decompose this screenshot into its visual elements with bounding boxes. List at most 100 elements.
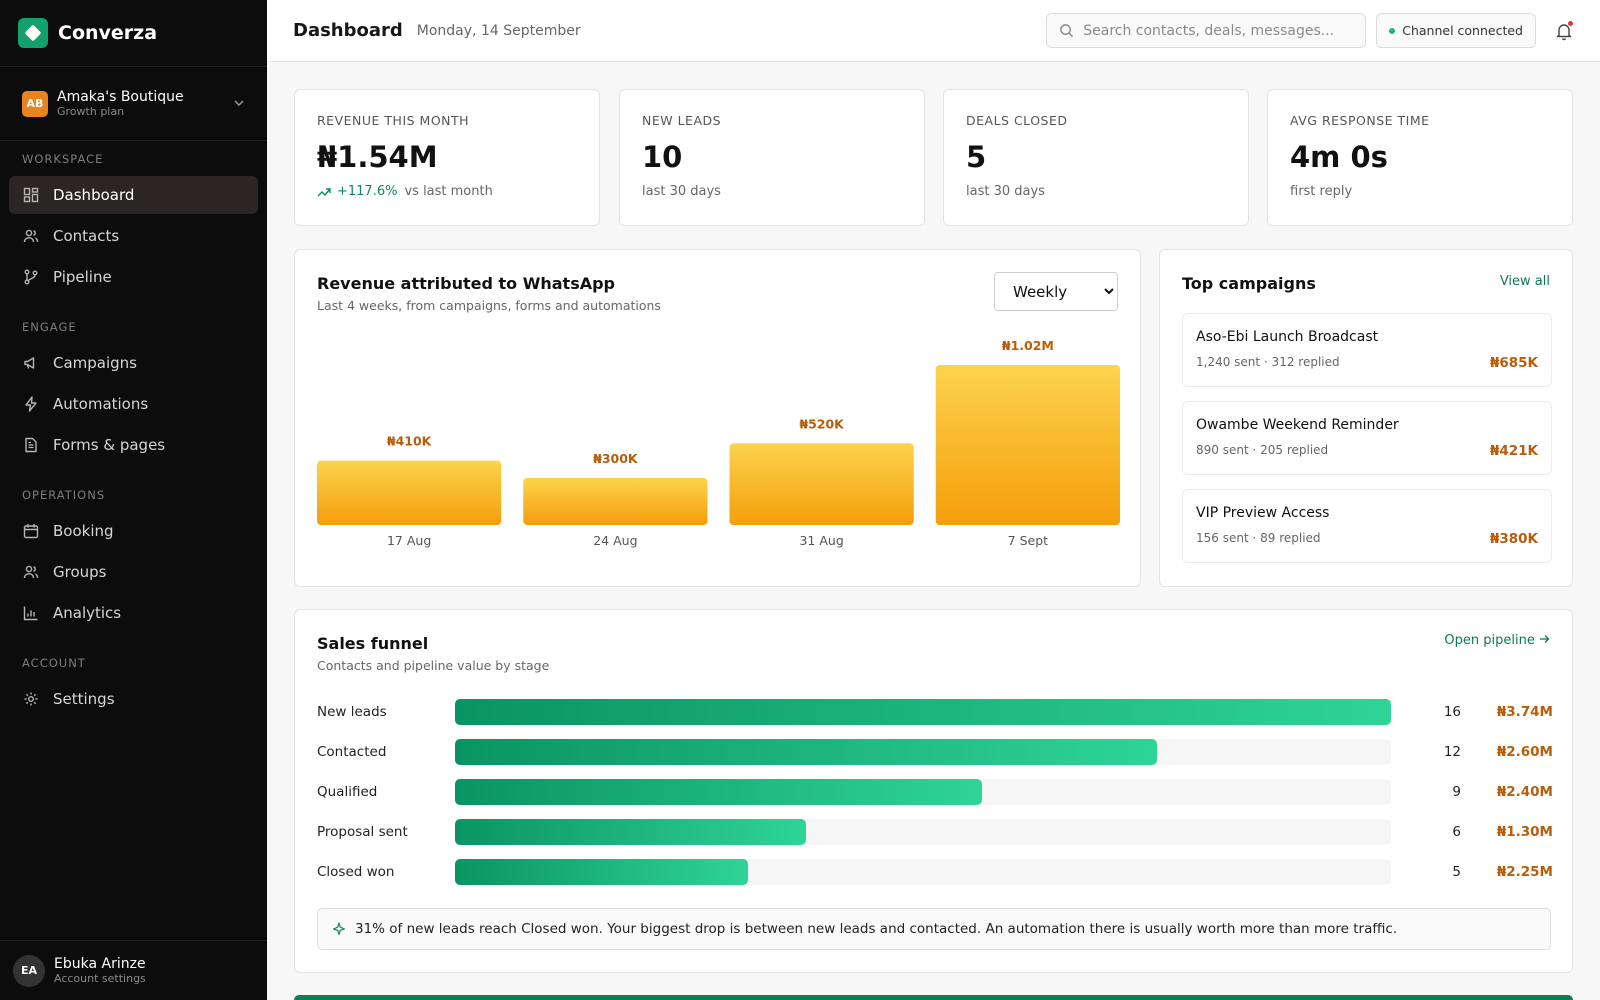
chart-data-label: ₦1.02M — [1002, 338, 1054, 353]
megaphone-icon — [23, 355, 39, 371]
open-pipeline-label: Open pipeline — [1444, 633, 1535, 648]
campaign-item[interactable]: VIP Preview Access 156 sent · 89 replied… — [1182, 489, 1552, 563]
chart-x-tick-label: 31 Aug — [799, 533, 843, 548]
trend-up-icon — [317, 187, 331, 197]
sidebar-item-contacts[interactable]: Contacts — [9, 217, 258, 255]
campaign-stats: 156 sent · 89 replied — [1196, 531, 1321, 545]
card-title: Sales funnel — [317, 634, 429, 653]
chart-bar[interactable] — [935, 365, 1120, 525]
funnel-bar — [455, 699, 1391, 725]
kpi-card-response-time: AVG RESPONSE TIME 4m 0s first reply — [1267, 89, 1573, 226]
workspace-switcher[interactable]: AB Amaka's Boutique Growth plan — [0, 67, 267, 141]
sidebar-item-booking[interactable]: Booking — [9, 512, 258, 550]
bell-icon — [1554, 23, 1574, 45]
kpi-value: 4m 0s — [1290, 140, 1388, 174]
card-title: Revenue attributed to WhatsApp — [317, 274, 615, 293]
sidebar-item-label: Groups — [53, 563, 107, 581]
funnel-bar — [455, 819, 806, 845]
page-title: Dashboard — [293, 20, 403, 41]
sidebar-item-dashboard[interactable]: Dashboard — [9, 176, 258, 214]
chart-bar[interactable] — [729, 443, 914, 525]
open-pipeline-link[interactable]: Open pipeline — [1444, 633, 1550, 648]
kpi-value: 5 — [966, 140, 987, 174]
funnel-row[interactable]: Qualified 9 ₦2.40M — [317, 779, 1553, 805]
funnel-count: 9 — [1452, 784, 1461, 800]
sidebar-item-label: Contacts — [53, 227, 120, 245]
sparkle-icon — [332, 922, 346, 936]
funnel-value: ₦2.40M — [1496, 784, 1553, 800]
kpi-label: DEALS CLOSED — [966, 113, 1068, 128]
view-all-link[interactable]: View all — [1499, 274, 1550, 289]
page-date: Monday, 14 September — [416, 22, 581, 39]
sidebar-item-automations[interactable]: Automations — [9, 385, 258, 423]
kpi-label: AVG RESPONSE TIME — [1290, 113, 1430, 128]
chevron-down-icon[interactable] — [233, 94, 245, 113]
sidebar-item-pipeline[interactable]: Pipeline — [9, 258, 258, 296]
funnel-row[interactable]: Contacted 12 ₦2.60M — [317, 739, 1553, 765]
kpi-sub: last 30 days — [966, 184, 1045, 199]
sidebar-item-forms[interactable]: Forms & pages — [9, 426, 258, 464]
campaign-stats: 1,240 sent · 312 replied — [1196, 355, 1340, 369]
gear-icon — [23, 691, 39, 707]
funnel-stage-label: Closed won — [317, 864, 395, 880]
brand-name: Converza — [58, 22, 158, 44]
funnel-bar — [455, 859, 748, 885]
funnel-stage-label: Contacted — [317, 744, 387, 760]
chart-bar[interactable] — [523, 477, 708, 525]
funnel-track — [455, 699, 1391, 725]
pipeline-icon — [23, 269, 39, 285]
notifications-button[interactable] — [1554, 19, 1574, 41]
funnel-stage-label: Qualified — [317, 784, 378, 800]
nav-section-operations: OPERATIONS — [22, 488, 106, 502]
funnel-row[interactable]: New leads 16 ₦3.74M — [317, 699, 1553, 725]
search-input[interactable] — [1083, 22, 1344, 39]
kpi-sub: vs last month — [404, 184, 493, 199]
workspace-plan: Growth plan — [57, 105, 125, 118]
search-box[interactable] — [1046, 13, 1367, 48]
sidebar-item-analytics[interactable]: Analytics — [9, 594, 258, 632]
brand-logo — [18, 18, 48, 48]
card-subtitle: Last 4 weeks, from campaigns, forms and … — [317, 298, 661, 313]
bar-chart-icon — [23, 605, 39, 621]
funnel-track — [455, 819, 1391, 845]
campaign-name: Aso-Ebi Launch Broadcast — [1196, 329, 1379, 345]
sidebar-item-label: Forms & pages — [53, 436, 166, 454]
sidebar-item-settings[interactable]: Settings — [9, 680, 258, 718]
brand[interactable]: Converza — [0, 0, 267, 67]
kpi-card-new-leads: NEW LEADS 10 last 30 days — [619, 89, 925, 226]
card-subtitle: Contacts and pipeline value by stage — [317, 658, 550, 673]
period-select[interactable]: Weekly — [994, 272, 1118, 311]
sidebar-item-label: Campaigns — [53, 354, 138, 372]
campaign-name: Owambe Weekend Reminder — [1196, 417, 1399, 433]
channel-status-badge[interactable]: Channel connected — [1376, 13, 1536, 48]
users-icon — [23, 228, 39, 244]
sidebar-item-label: Booking — [53, 522, 114, 540]
kpi-value: 10 — [642, 140, 683, 174]
document-icon — [23, 437, 39, 453]
funnel-value: ₦2.60M — [1496, 744, 1553, 760]
sidebar-item-groups[interactable]: Groups — [9, 553, 258, 591]
card-title: Top campaigns — [1182, 274, 1316, 293]
channel-status-text: Channel connected — [1402, 23, 1523, 38]
revenue-chart-card: Revenue attributed to WhatsApp Last 4 we… — [294, 249, 1141, 587]
sales-funnel-card: Sales funnel Contacts and pipeline value… — [294, 609, 1573, 973]
campaign-item[interactable]: Aso-Ebi Launch Broadcast 1,240 sent · 31… — [1182, 313, 1552, 387]
account-settings-link[interactable]: Account settings — [54, 972, 146, 985]
dashboard-icon — [23, 187, 39, 203]
chart-data-label: ₦520K — [799, 416, 845, 431]
workspace-avatar: AB — [22, 90, 48, 117]
user-account[interactable]: EA Ebuka Arinze Account settings — [0, 940, 267, 1000]
sidebar-item-label: Automations — [53, 395, 149, 413]
user-name: Ebuka Arinze — [54, 956, 146, 972]
funnel-count: 5 — [1452, 864, 1461, 880]
sidebar-item-campaigns[interactable]: Campaigns — [9, 344, 258, 382]
funnel-row[interactable]: Closed won 5 ₦2.25M — [317, 859, 1553, 885]
funnel-row[interactable]: Proposal sent 6 ₦1.30M — [317, 819, 1553, 845]
campaign-item[interactable]: Owambe Weekend Reminder 890 sent · 205 r… — [1182, 401, 1552, 475]
funnel-track — [455, 779, 1391, 805]
sidebar-item-label: Settings — [53, 690, 115, 708]
funnel-count: 16 — [1443, 704, 1461, 720]
sidebar: Converza AB Amaka's Boutique Growth plan… — [0, 0, 267, 1000]
funnel-value: ₦1.30M — [1496, 824, 1553, 840]
chart-bar[interactable] — [317, 460, 502, 525]
